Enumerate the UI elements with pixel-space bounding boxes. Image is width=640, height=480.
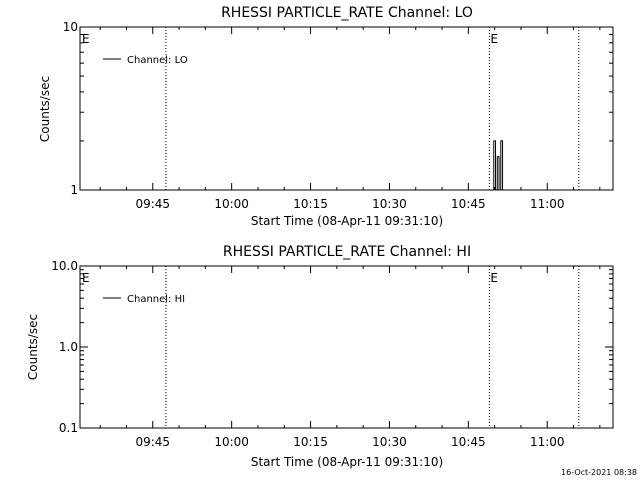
event-marker-label: E — [82, 271, 90, 285]
y-axis-hi: 0.1 1.0 10.0 — [51, 259, 613, 435]
x-tick-label: 10:15 — [293, 197, 328, 211]
legend-lo: Channel: LO — [103, 55, 188, 66]
x-axis-hi: 09:45 10:00 10:15 10:30 10:45 11:00 — [99, 266, 601, 449]
x-axis-label-hi: Start Time (08-Apr-11 09:31:10) — [251, 455, 443, 469]
x-tick-label: 10:45 — [451, 435, 486, 449]
series-line — [492, 140, 507, 191]
legend-label-hi: Channel: HI — [127, 294, 185, 305]
plot-frame-lo — [79, 26, 614, 191]
x-tick-label: 10:30 — [372, 197, 407, 211]
chart-panel-lo: RHESSI PARTICLE_RATE Channel: LO 09:45 10… — [38, 5, 614, 228]
x-tick-label: 10:00 — [214, 435, 249, 449]
plot-frame-hi — [79, 265, 614, 429]
event-marker-label: E — [490, 32, 498, 46]
chart-title-lo: RHESSI PARTICLE_RATE Channel: LO — [221, 5, 473, 21]
y-tick-label: 1.0 — [59, 340, 78, 354]
x-axis-lo: 09:45 10:00 10:15 10:30 10:45 11:00 — [99, 27, 601, 211]
legend-hi: Channel: HI — [103, 294, 185, 305]
x-tick-label: 11:00 — [530, 197, 565, 211]
x-tick-label: 10:45 — [451, 197, 486, 211]
y-tick-label: 1 — [70, 183, 78, 197]
chart-panel-hi: RHESSI PARTICLE_RATE Channel: HI 09:45 10… — [26, 244, 614, 469]
x-tick-label: 11:00 — [530, 435, 565, 449]
y-tick-label: 0.1 — [59, 421, 78, 435]
y-axis-label-lo: Counts/sec — [38, 76, 52, 142]
x-axis-label-lo: Start Time (08-Apr-11 09:31:10) — [251, 214, 443, 228]
legend-label-lo: Channel: LO — [127, 55, 188, 66]
series-lo — [492, 140, 507, 191]
footer-timestamp: 16-Oct-2021 08:38 — [561, 468, 637, 477]
y-axis-label-hi: Counts/sec — [26, 314, 40, 380]
chart-title-hi: RHESSI PARTICLE_RATE Channel: HI — [223, 244, 471, 260]
x-tick-label: 09:45 — [135, 435, 170, 449]
event-marker-label: E — [82, 32, 90, 46]
x-tick-label: 09:45 — [135, 197, 170, 211]
y-tick-label: 10 — [63, 20, 78, 34]
y-tick-label: 10.0 — [51, 259, 78, 273]
x-tick-label: 10:00 — [214, 197, 249, 211]
x-tick-label: 10:15 — [293, 435, 328, 449]
x-tick-label: 10:30 — [372, 435, 407, 449]
event-marker-label: E — [490, 271, 498, 285]
y-axis-lo: 1 10 — [63, 20, 613, 197]
